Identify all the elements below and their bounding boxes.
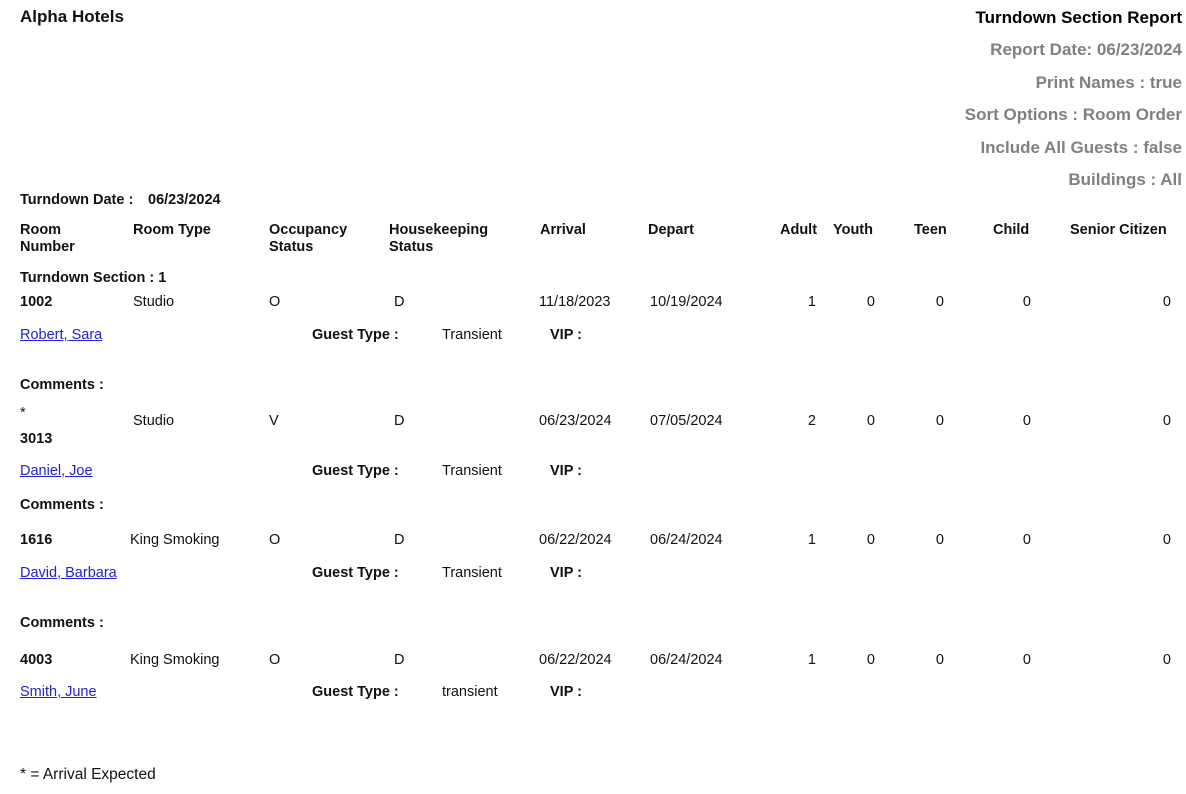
comments-label: Comments : <box>20 615 104 631</box>
child-count: 0 <box>1022 294 1031 310</box>
col-room-type: Room Type <box>133 222 211 238</box>
youth-count: 0 <box>866 413 875 429</box>
senior-count: 0 <box>1162 532 1171 548</box>
teen-count: 0 <box>935 294 944 310</box>
col-arrival: Arrival <box>540 222 586 238</box>
guest-name-link[interactable]: Smith, June <box>20 684 97 700</box>
report-param-date: Report Date: 06/23/2024 <box>990 40 1182 59</box>
col-senior-citizen: Senior Citizen <box>1070 222 1167 238</box>
room-type: Studio <box>133 413 175 429</box>
room-number: 1002 <box>20 294 53 310</box>
guest-type-label: Guest Type : <box>312 684 399 700</box>
guest-type-label: Guest Type : <box>312 463 399 479</box>
room-type: King Smoking <box>130 652 220 668</box>
child-count: 0 <box>1022 532 1031 548</box>
youth-count: 0 <box>866 532 875 548</box>
occupancy-status: O <box>269 294 281 310</box>
col-adult: Adult <box>780 222 818 238</box>
arrival-date: 06/22/2024 <box>539 532 612 548</box>
room-number: 1616 <box>20 532 53 548</box>
depart-date: 06/24/2024 <box>650 652 723 668</box>
turndown-date-label: Turndown Date : <box>20 192 134 208</box>
depart-date: 06/24/2024 <box>650 532 723 548</box>
col-teen: Teen <box>914 222 947 238</box>
vip-label: VIP : <box>550 327 582 343</box>
guest-type: transient <box>442 684 498 700</box>
arrival-date: 06/23/2024 <box>539 413 612 429</box>
guest-type: Transient <box>442 463 502 479</box>
senior-count: 0 <box>1162 652 1171 668</box>
comments-label: Comments : <box>20 377 104 393</box>
vip-label: VIP : <box>550 684 582 700</box>
teen-count: 0 <box>935 652 944 668</box>
adult-count: 1 <box>807 652 816 668</box>
guest-type-label: Guest Type : <box>312 327 399 343</box>
child-count: 0 <box>1022 413 1031 429</box>
senior-count: 0 <box>1162 294 1171 310</box>
col-room-number: Room Number <box>20 222 75 255</box>
guest-name-link[interactable]: David, Barbara <box>20 565 117 581</box>
arrival-date: 11/18/2023 <box>539 294 611 310</box>
col-youth: Youth <box>833 222 873 238</box>
section-label: Turndown Section : 1 <box>20 270 167 286</box>
teen-count: 0 <box>935 532 944 548</box>
senior-count: 0 <box>1162 413 1171 429</box>
company-name: Alpha Hotels <box>20 7 124 26</box>
child-count: 0 <box>1022 652 1031 668</box>
report-title: Turndown Section Report <box>975 8 1182 27</box>
occupancy-status: V <box>269 413 279 429</box>
room-number: 3013 <box>20 431 53 447</box>
guest-type: Transient <box>442 565 502 581</box>
occupancy-status: O <box>269 532 281 548</box>
room-number: 4003 <box>20 652 53 668</box>
arrival-expected-marker: * <box>20 405 26 421</box>
col-depart: Depart <box>648 222 694 238</box>
depart-date: 07/05/2024 <box>650 413 723 429</box>
adult-count: 1 <box>807 532 816 548</box>
report-param-print-names: Print Names : true <box>1035 73 1182 92</box>
vip-label: VIP : <box>550 463 582 479</box>
guest-type-label: Guest Type : <box>312 565 399 581</box>
col-child: Child <box>993 222 1030 238</box>
vip-label: VIP : <box>550 565 582 581</box>
arrival-date: 06/22/2024 <box>539 652 612 668</box>
housekeeping-status: D <box>394 532 405 548</box>
room-type: Studio <box>133 294 175 310</box>
col-occupancy-status: Occupancy Status <box>269 222 348 255</box>
guest-name-link[interactable]: Robert, Sara <box>20 327 103 343</box>
adult-count: 1 <box>807 294 816 310</box>
guest-name-link[interactable]: Daniel, Joe <box>20 463 93 479</box>
report-param-buildings: Buildings : All <box>1068 170 1182 189</box>
housekeeping-status: D <box>394 294 405 310</box>
footer-note: * = Arrival Expected <box>20 766 156 783</box>
occupancy-status: O <box>269 652 281 668</box>
report-param-include-guests: Include All Guests : false <box>980 138 1182 157</box>
housekeeping-status: D <box>394 652 405 668</box>
housekeeping-status: D <box>394 413 405 429</box>
comments-label: Comments : <box>20 497 104 513</box>
depart-date: 10/19/2024 <box>650 294 723 310</box>
report-param-sort: Sort Options : Room Order <box>964 105 1182 124</box>
col-housekeeping-status: Housekeeping Status <box>389 222 489 255</box>
teen-count: 0 <box>935 413 944 429</box>
youth-count: 0 <box>866 652 875 668</box>
youth-count: 0 <box>866 294 875 310</box>
adult-count: 2 <box>807 413 816 429</box>
turndown-date: 06/23/2024 <box>148 192 221 208</box>
guest-type: Transient <box>442 327 502 343</box>
room-type: King Smoking <box>130 532 220 548</box>
